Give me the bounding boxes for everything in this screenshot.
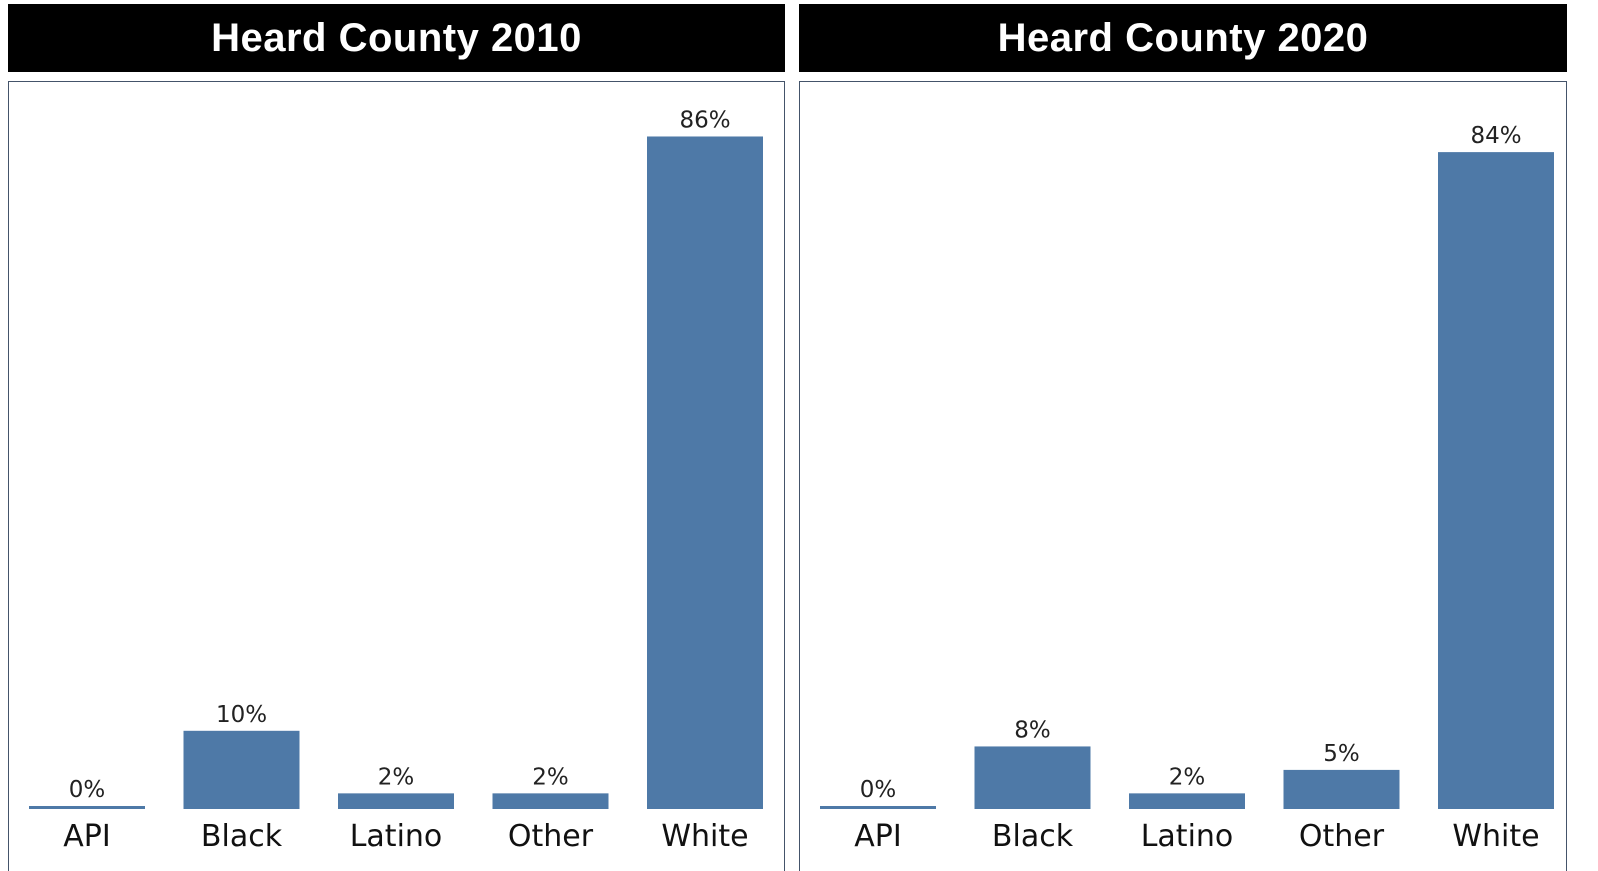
bar-white-2020 <box>1438 152 1554 809</box>
value-label-other-2010: 2% <box>532 764 569 790</box>
bar-white-2010 <box>647 136 763 810</box>
category-label-latino-2020: Latino <box>1141 819 1234 854</box>
value-label-black-2010: 10% <box>216 702 267 728</box>
bar-chart-2010: 0% API 10% Black 2% Latino 2% Other 86% White <box>29 107 763 854</box>
category-label-white-2010: White <box>661 819 748 854</box>
chart-title-2020: Heard County 2020 <box>799 4 1567 72</box>
value-label-black-2020: 8% <box>1014 717 1051 743</box>
bar-api-2020 <box>820 806 936 809</box>
category-label-other-2010: Other <box>508 819 594 854</box>
bar-chart-2020: 0% API 8% Black 2% Latino 5% Other 84% White <box>820 123 1554 854</box>
value-label-latino-2020: 2% <box>1169 764 1206 790</box>
value-label-latino-2010: 2% <box>378 764 415 790</box>
chart-panel-2020: Heard County 2020 0% API 8% Black 2% Latino 5%… <box>799 0 1567 871</box>
chart-panel-2010: Heard County 2010 0% API 10% Black 2% Latino 2… <box>8 0 785 871</box>
bar-api-2010 <box>29 806 145 809</box>
bar-black-2020 <box>974 746 1091 809</box>
value-label-white-2010: 86% <box>679 107 730 133</box>
value-label-api-2010: 0% <box>69 777 106 803</box>
category-label-black-2020: Black <box>992 819 1074 854</box>
value-label-white-2020: 84% <box>1470 123 1521 149</box>
category-label-white-2020: White <box>1452 819 1539 854</box>
category-label-latino-2010: Latino <box>350 819 443 854</box>
bar-latino-2010 <box>338 793 454 809</box>
bar-latino-2020 <box>1129 793 1245 809</box>
category-label-api-2010: API <box>63 819 110 854</box>
category-label-api-2020: API <box>854 819 901 854</box>
value-label-api-2020: 0% <box>860 777 897 803</box>
category-label-black-2010: Black <box>201 819 283 854</box>
category-label-other-2020: Other <box>1299 819 1385 854</box>
bar-black-2010 <box>183 730 300 809</box>
plot-frame-2020 <box>799 81 1567 871</box>
value-label-other-2020: 5% <box>1323 741 1360 767</box>
bar-other-2020 <box>1283 769 1400 809</box>
chart-title-2010: Heard County 2010 <box>8 4 785 72</box>
bar-other-2010 <box>492 793 609 809</box>
plot-frame-2010 <box>8 81 785 871</box>
